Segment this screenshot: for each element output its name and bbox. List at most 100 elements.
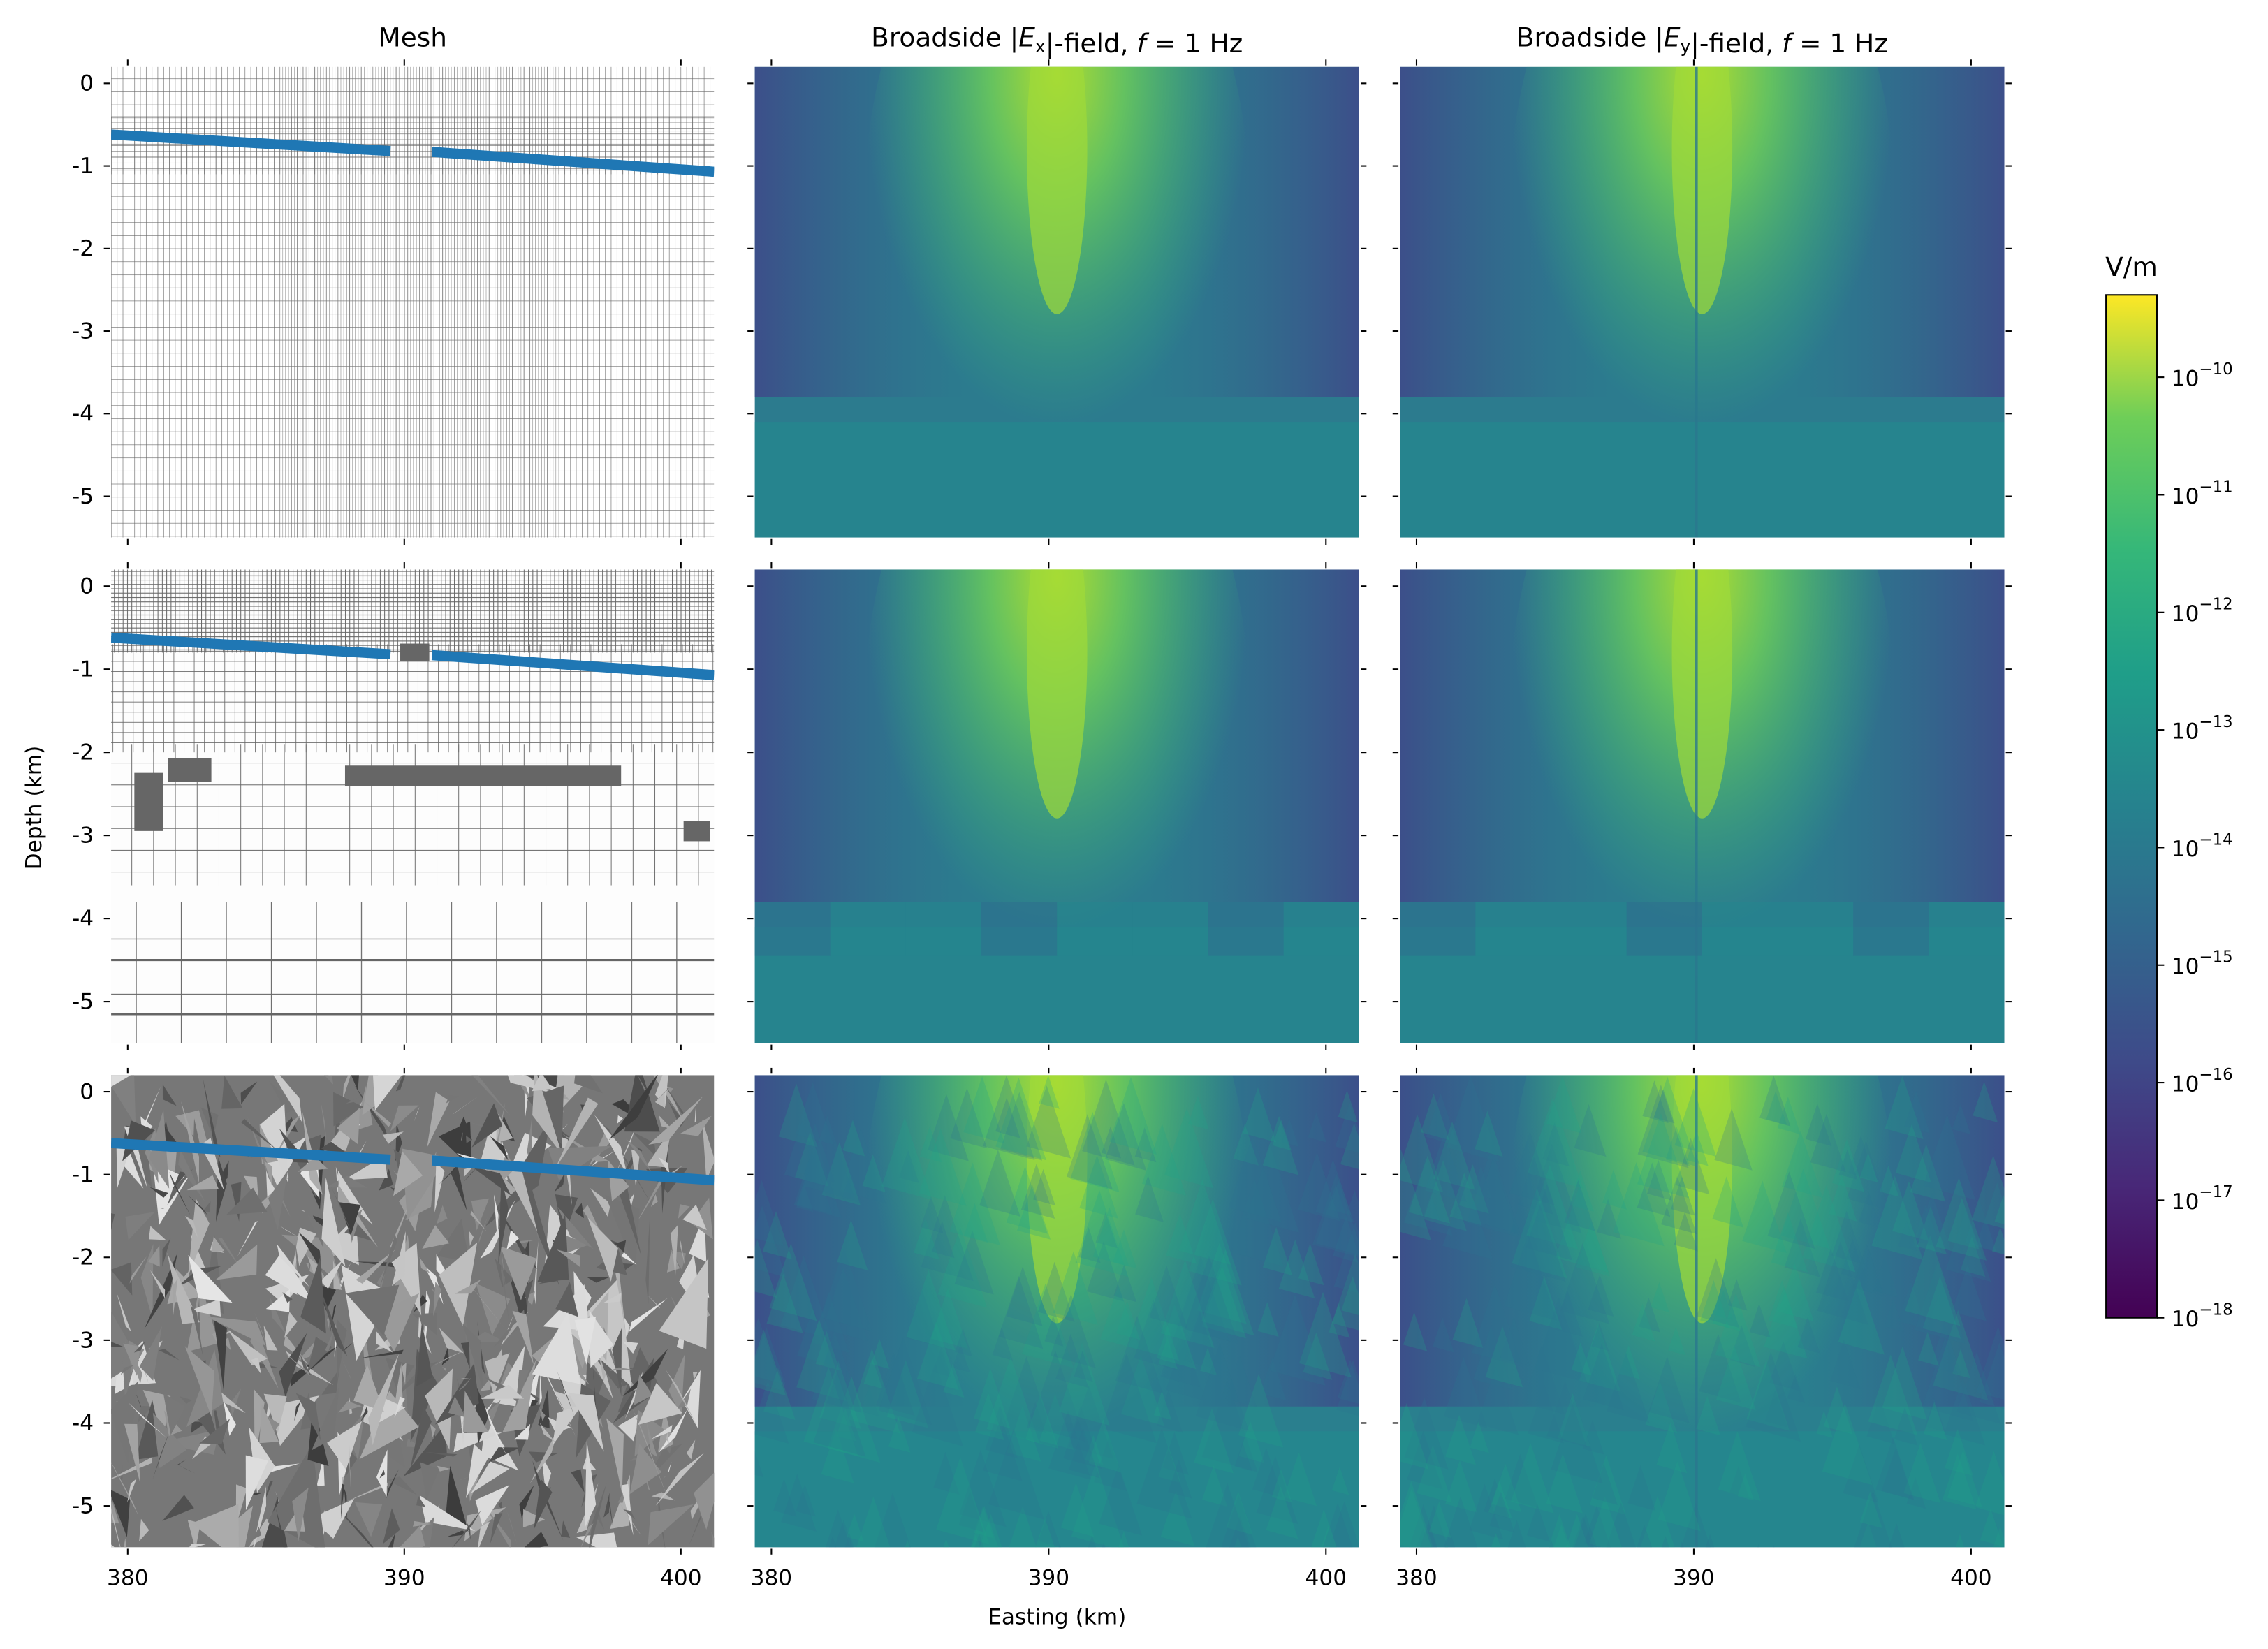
- tetra-face: [149, 1187, 168, 1198]
- tetra-face: [498, 1177, 509, 1264]
- tetra-face: [186, 1175, 219, 1191]
- field-peak-core: [1671, 569, 1733, 819]
- field-facet: [1055, 1333, 1089, 1388]
- field-facet: [1574, 1514, 1597, 1548]
- field-facet: [970, 1505, 999, 1548]
- field-facet: [1632, 1303, 1655, 1342]
- tetra-face: [137, 1405, 152, 1423]
- field-facet: [1564, 1180, 1595, 1231]
- tetra-face: [648, 1096, 703, 1145]
- field-facet: [1066, 1114, 1113, 1189]
- tetra-face: [555, 1097, 599, 1169]
- field-facet: [1858, 1192, 1881, 1229]
- tetra-face: [666, 1432, 669, 1444]
- tetra-face: [231, 1388, 241, 1419]
- tetra-face: [346, 1284, 400, 1336]
- field-facet: [1484, 1478, 1508, 1518]
- tetra-face: [534, 1240, 539, 1305]
- tetra-face: [382, 1508, 400, 1544]
- field-facet: [1070, 1111, 1120, 1192]
- field-facet: [848, 1348, 900, 1434]
- tetra-face: [620, 1503, 642, 1537]
- tetra-face: [173, 1279, 178, 1318]
- x-tick-label: 390: [1028, 1565, 1070, 1590]
- field-facet: [1048, 1410, 1092, 1480]
- field-facet: [916, 1321, 959, 1391]
- field-facet: [1904, 1091, 1931, 1134]
- tetra-face: [337, 1184, 379, 1248]
- tetra-face: [201, 1201, 211, 1213]
- field-facet: [1592, 1463, 1618, 1505]
- field-facet: [1583, 1505, 1611, 1548]
- field-facet: [1810, 1113, 1846, 1173]
- field-facet: [988, 1428, 1044, 1520]
- field-facet: [825, 1509, 851, 1548]
- field-facet: [1512, 1187, 1567, 1279]
- field-facet: [1416, 1527, 1430, 1548]
- field-facet: [1102, 1542, 1106, 1548]
- field-facet: [1505, 1453, 1538, 1508]
- tetra-face: [503, 1164, 538, 1232]
- field-facet: [963, 1076, 1005, 1144]
- field-facet: [1769, 1280, 1799, 1328]
- tetra-face: [277, 1244, 310, 1287]
- field-facet: [1923, 1402, 1947, 1441]
- field-facet: [919, 1128, 967, 1206]
- field-facet: [1780, 1168, 1830, 1249]
- field-facet: [932, 1221, 955, 1259]
- y-tick-label: -1: [72, 1162, 94, 1187]
- tetra-face: [390, 1105, 419, 1131]
- field-facet: [1156, 1390, 1183, 1433]
- source-line: [111, 1138, 391, 1165]
- tick-exponent: −16: [2199, 1066, 2232, 1084]
- tetra-face: [587, 1277, 610, 1283]
- tetra-face: [437, 1219, 469, 1262]
- field-panel: 380 390 400: [747, 1067, 1367, 1590]
- field-facet: [1400, 1481, 1433, 1548]
- field-facet: [992, 1326, 1013, 1361]
- tetra-face: [578, 1369, 590, 1385]
- field-facet: [1555, 1185, 1609, 1273]
- field-facet: [1166, 1335, 1206, 1401]
- field-facet: [1473, 1326, 1513, 1390]
- field-facet: [1336, 1360, 1359, 1416]
- field-facet: [1661, 1175, 1697, 1234]
- field-facet: [954, 1230, 994, 1295]
- tetra-face: [186, 1282, 219, 1352]
- field-facet: [1526, 1504, 1550, 1542]
- tetra-face: [659, 1115, 672, 1129]
- field-facet: [1035, 1518, 1055, 1548]
- field-facet: [1188, 1199, 1242, 1286]
- tetra-face: [539, 1372, 542, 1405]
- field-facet: [1546, 1453, 1583, 1514]
- field-facet: [974, 1533, 984, 1548]
- field-facet: [1847, 1141, 1889, 1210]
- tetra-face: [254, 1312, 267, 1346]
- field-facet: [1898, 1282, 1927, 1329]
- field-facet: [1116, 1300, 1141, 1340]
- field-facet: [1944, 1378, 1986, 1446]
- tetra-face: [263, 1393, 287, 1434]
- tetra-face: [358, 1349, 404, 1359]
- field-facet: [1992, 1227, 2005, 1255]
- field-facet: [1859, 1522, 1877, 1548]
- field-facet: [1225, 1356, 1257, 1407]
- field-facet: [795, 1131, 828, 1187]
- tetra-face: [419, 1495, 476, 1531]
- tetra-face: [462, 1164, 480, 1183]
- field-facet: [1329, 1178, 1352, 1216]
- field-facet: [1699, 1333, 1741, 1403]
- field-facet: [842, 1171, 862, 1203]
- field-block: [1057, 902, 1133, 956]
- field-facet: [1746, 1351, 1801, 1442]
- field-facet: [1627, 1465, 1656, 1511]
- tetra-face: [552, 1404, 583, 1446]
- tetra-face: [466, 1444, 489, 1499]
- tetra-face: [651, 1425, 673, 1439]
- field-facet: [1102, 1353, 1157, 1444]
- field-facet: [1039, 1075, 1060, 1109]
- tetra-face: [294, 1402, 301, 1421]
- field-facet: [1880, 1165, 1899, 1197]
- tetra-face: [129, 1256, 147, 1284]
- y-tick-label: -4: [72, 907, 94, 932]
